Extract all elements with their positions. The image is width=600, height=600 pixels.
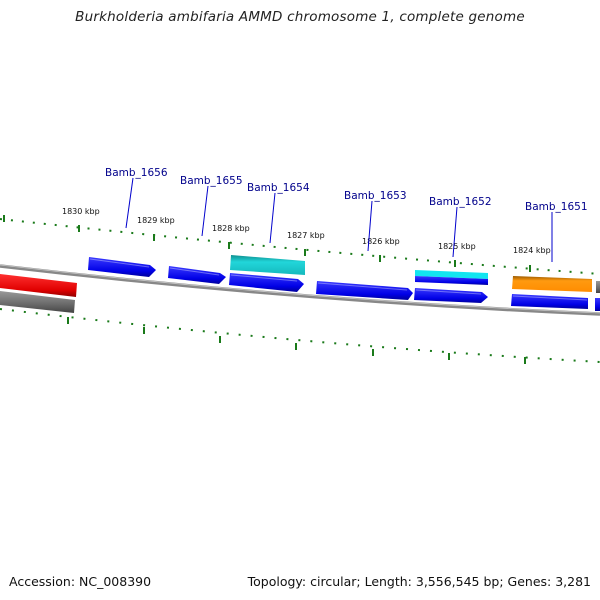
kbp-label: 1826 kbp: [362, 237, 400, 246]
highlight: [230, 274, 298, 282]
leader-line: [125, 177, 134, 229]
gene-feature[interactable]: [229, 273, 304, 292]
gene-feature[interactable]: [595, 298, 600, 311]
leader-line: [269, 192, 276, 244]
chromosome-backbone-highlight: [0, 264, 600, 314]
highlight: [89, 258, 150, 268]
gene-label-bamb-1656[interactable]: Bamb_1656: [105, 167, 168, 179]
map-title: Burkholderia ambifaria AMMD chromosome 1…: [75, 9, 525, 25]
kbp-label: 1827 kbp: [287, 231, 325, 240]
gene-feature[interactable]: [316, 281, 413, 300]
highlight: [317, 282, 408, 291]
scale-track-outer: [0, 218, 600, 275]
gene-label-bamb-1653[interactable]: Bamb_1653: [344, 190, 407, 202]
gene-feature[interactable]: [414, 288, 488, 303]
feature-highlights: [89, 258, 588, 301]
gene-feature[interactable]: [168, 266, 226, 284]
highlight: [415, 289, 482, 295]
gene-feature[interactable]: [88, 257, 156, 277]
kbp-label: 1824 kbp: [513, 246, 551, 255]
gene-feature[interactable]: [0, 274, 77, 297]
highlight: [169, 267, 220, 276]
gene-feature[interactable]: [0, 291, 75, 313]
chromosome-backbone: [0, 264, 600, 316]
scale-track-inner: [0, 308, 600, 363]
accession-label: Accession: NC_008390: [9, 574, 152, 589]
gene-label-leaders: [125, 177, 553, 262]
kbp-label: 1829 kbp: [137, 216, 175, 225]
kbp-label: 1828 kbp: [212, 224, 250, 233]
topology-label: Topology: circular; Length: 3,556,545 bp…: [247, 574, 591, 589]
gene-label-bamb-1652[interactable]: Bamb_1652: [429, 196, 492, 208]
kbp-label: 1830 kbp: [62, 207, 100, 216]
gene-feature[interactable]: [511, 294, 588, 309]
kbp-label: 1825 kbp: [438, 242, 476, 251]
leader-line: [452, 206, 458, 258]
gene-label-bamb-1654[interactable]: Bamb_1654: [247, 182, 310, 194]
gene-label-bamb-1651[interactable]: Bamb_1651: [525, 201, 588, 213]
leader-line: [201, 185, 209, 237]
gene-feature[interactable]: [230, 255, 305, 275]
gene-feature[interactable]: [596, 281, 600, 293]
scale-ticks-outer: [3, 215, 531, 272]
gene-label-bamb-1655[interactable]: Bamb_1655: [180, 175, 243, 187]
leader-line: [367, 200, 373, 252]
gene-feature[interactable]: [415, 276, 488, 285]
gene-feature[interactable]: [512, 276, 592, 292]
scale-ticks-inner: [67, 317, 526, 364]
highlight: [512, 295, 588, 301]
